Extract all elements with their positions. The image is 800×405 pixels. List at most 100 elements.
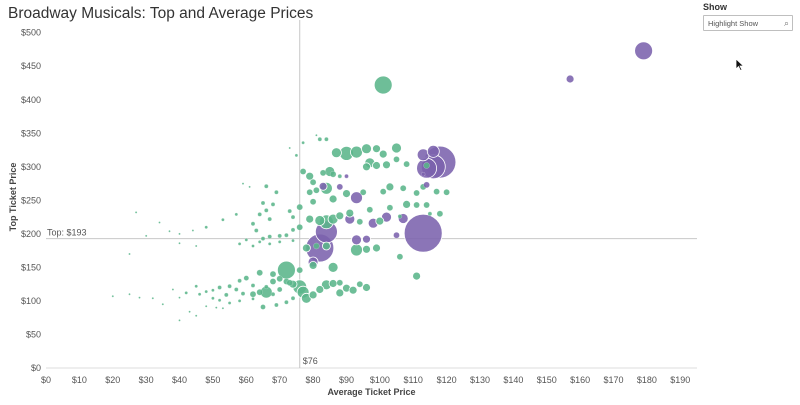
data-point-play (296, 267, 303, 274)
data-point-play (278, 240, 282, 244)
data-point-play (327, 261, 339, 273)
y-tick-label: $150 (21, 262, 41, 272)
data-point-play (274, 302, 279, 308)
data-point-musical (421, 172, 426, 177)
data-point-play (249, 291, 257, 298)
data-point-play (328, 194, 338, 204)
data-point-play (413, 201, 420, 209)
data-point-play (296, 224, 303, 231)
x-tick-label: $170 (604, 375, 624, 385)
data-point-play (251, 244, 255, 248)
x-tick-label: $80 (306, 375, 321, 385)
highlight-show-input[interactable] (706, 16, 778, 30)
x-tick-label: $160 (570, 375, 590, 385)
x-tick-label: $60 (239, 375, 254, 385)
data-point-play (362, 244, 371, 254)
search-icon[interactable]: ⌕ (783, 18, 789, 28)
data-point-musical (634, 41, 653, 61)
data-point-play (335, 211, 345, 221)
data-point-play (313, 187, 320, 194)
data-point-play (315, 285, 325, 294)
data-point-play (256, 289, 263, 296)
data-point-play (290, 215, 296, 220)
data-point-play (335, 288, 345, 298)
show-filter-panel: Show ⌕ (703, 2, 795, 31)
data-point-play (194, 284, 198, 288)
x-tick-label: $20 (105, 375, 120, 385)
data-point-play (362, 283, 371, 292)
data-point-play (342, 189, 351, 199)
y-tick-label: $300 (21, 162, 41, 172)
data-point-play (257, 212, 262, 217)
data-point-play (328, 279, 338, 288)
data-point-play (256, 269, 263, 276)
data-point-play (286, 279, 293, 286)
data-point-musical (426, 144, 440, 158)
y-axis-title: Top Ticket Price (8, 163, 18, 232)
data-point-play (372, 144, 381, 154)
data-point-play (362, 162, 371, 172)
data-point-play (345, 208, 355, 218)
data-point-play (356, 281, 363, 288)
mouse-cursor-icon (735, 58, 745, 72)
data-point-play (330, 147, 342, 159)
data-point-play (296, 204, 303, 211)
data-point-play (260, 304, 266, 310)
data-point-play (301, 141, 305, 145)
data-point-play (366, 206, 373, 213)
data-point-musical (403, 213, 443, 253)
data-point-play (151, 297, 154, 300)
data-point-play (268, 242, 272, 246)
data-point-play (184, 291, 188, 295)
x-axis-title: Average Ticket Price (327, 387, 415, 397)
data-point-play (378, 149, 388, 159)
data-point-play (215, 306, 218, 309)
data-point-play (306, 189, 313, 196)
y-tick-label: $250 (21, 195, 41, 205)
data-point-play (244, 238, 248, 242)
data-point-play (195, 244, 198, 248)
x-tick-label: $130 (470, 375, 490, 385)
data-point-musical (350, 191, 363, 205)
data-point-play (287, 209, 292, 214)
data-point-play (237, 278, 242, 283)
data-point-play (128, 293, 131, 296)
data-point-play (217, 285, 222, 290)
data-point-play (128, 252, 131, 256)
data-point-play (248, 185, 251, 188)
data-point-play (350, 145, 363, 159)
data-point-play (391, 142, 402, 154)
data-point-play (290, 227, 296, 232)
data-point-musical (423, 181, 430, 188)
y-tick-label: $350 (21, 128, 41, 138)
data-point-play (228, 301, 232, 305)
data-point-play (284, 300, 289, 305)
data-point-play (204, 225, 208, 229)
data-point-play (270, 202, 276, 207)
data-point-play (195, 314, 198, 317)
data-point-play (188, 310, 191, 313)
data-point-play (386, 204, 393, 211)
x-tick-label: $190 (670, 375, 690, 385)
data-point-play (168, 230, 171, 233)
data-point-play (350, 243, 363, 257)
data-point-play (267, 217, 272, 222)
data-point-play (321, 241, 331, 251)
data-point-play (221, 307, 224, 310)
data-point-play (269, 271, 277, 278)
data-point-play (412, 271, 422, 281)
highlight-show-search[interactable]: ⌕ (703, 15, 793, 31)
y-tick-label: $500 (21, 28, 41, 38)
data-point-play (241, 182, 245, 185)
data-point-play (234, 212, 238, 216)
data-point-play (336, 279, 343, 286)
data-point-play (360, 189, 367, 196)
data-point-play (221, 218, 225, 222)
data-point-play (250, 283, 256, 288)
data-point-play (205, 305, 208, 308)
data-point-play (264, 208, 269, 213)
data-point-play (178, 232, 181, 235)
data-point-play (310, 179, 317, 186)
